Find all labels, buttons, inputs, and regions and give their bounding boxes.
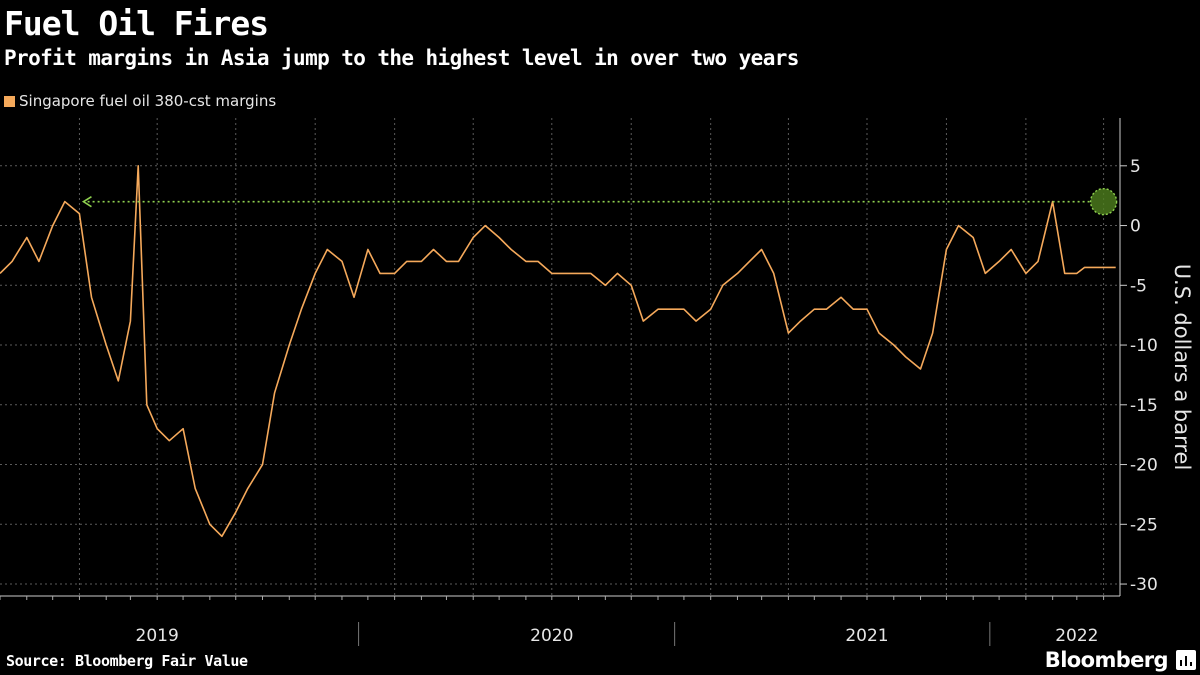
x-tick-label: 2020 <box>530 626 573 646</box>
x-tick-label: 2021 <box>845 626 888 646</box>
y-tick-label: -5 <box>1130 276 1147 296</box>
y-tick-label: -10 <box>1130 336 1158 356</box>
x-tick-label: 2022 <box>1055 626 1098 646</box>
chart-title: Fuel Oil Fires <box>4 4 269 43</box>
y-tick-label: -20 <box>1130 456 1158 476</box>
series-line <box>0 165 1116 538</box>
source-note: Source: Bloomberg Fair Value <box>6 652 248 670</box>
y-axis-title: U.S. dollars a barrel <box>1170 264 1194 471</box>
annotation-arrowhead <box>81 195 92 208</box>
legend-swatch <box>4 95 15 107</box>
brand-logo: Bloomberg <box>1044 648 1169 672</box>
x-tick-label: 2019 <box>136 626 179 646</box>
y-tick-label: -25 <box>1130 515 1158 535</box>
y-tick-label: 0 <box>1130 217 1141 237</box>
chart-subtitle: Profit margins in Asia jump to the highe… <box>4 46 799 70</box>
legend: Singapore fuel oil 380-cst margins <box>4 92 276 110</box>
y-tick-label: -15 <box>1130 396 1158 416</box>
y-tick-label: 5 <box>1130 157 1141 177</box>
chart-icon <box>1176 650 1196 670</box>
y-tick-label: -30 <box>1130 575 1158 595</box>
legend-label: Singapore fuel oil 380-cst margins <box>19 92 277 110</box>
annotation-circle <box>1089 187 1118 216</box>
